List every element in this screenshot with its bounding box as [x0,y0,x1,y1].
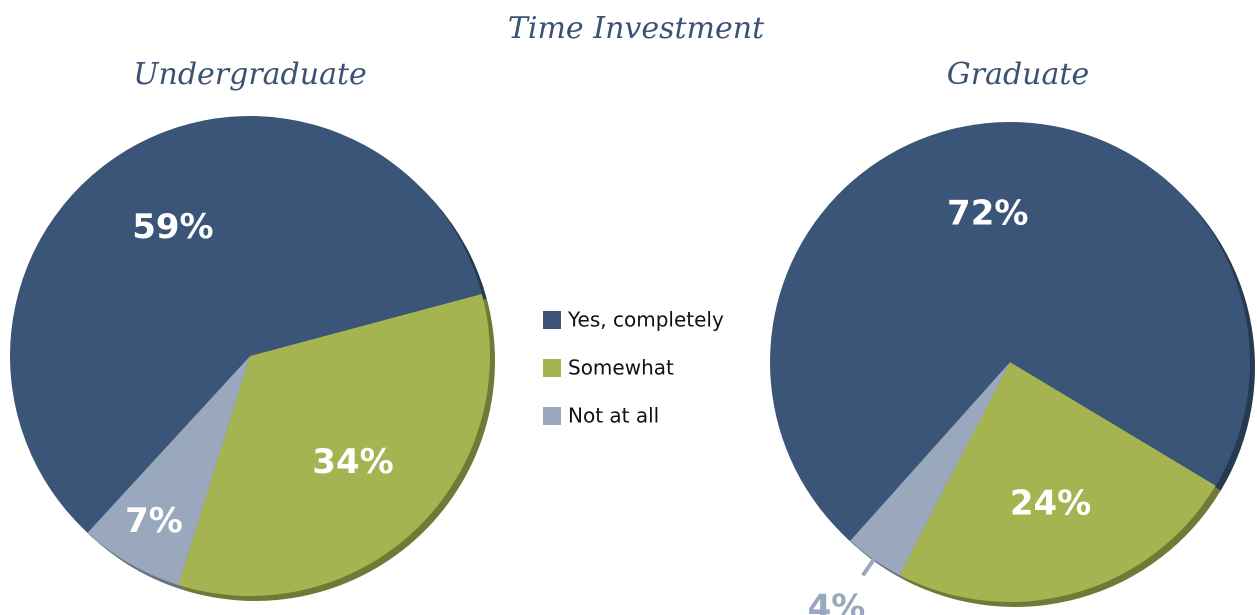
slice [899,362,1216,602]
slice [10,116,482,533]
data-label: 7% [125,501,183,541]
data-label: 4% [808,588,866,615]
data-label: 34% [312,442,393,482]
data-label: 59% [132,207,213,247]
legend-swatch [543,359,561,377]
data-label: 24% [1010,484,1091,524]
pie-title: Undergraduate [133,57,367,92]
legend-swatch [543,311,561,329]
legend-swatch [543,407,561,425]
pie-title: Graduate [947,57,1089,92]
legend-label: Yes, completely [567,308,724,332]
legend-label: Not at all [568,404,659,428]
chart-title: Time Investment [508,11,765,46]
slice [770,121,1250,541]
data-label: 72% [947,193,1028,233]
leader-line [861,554,879,577]
slice [178,293,491,597]
slice [87,356,250,586]
legend-label: Somewhat [568,356,674,380]
slice [850,362,1010,576]
